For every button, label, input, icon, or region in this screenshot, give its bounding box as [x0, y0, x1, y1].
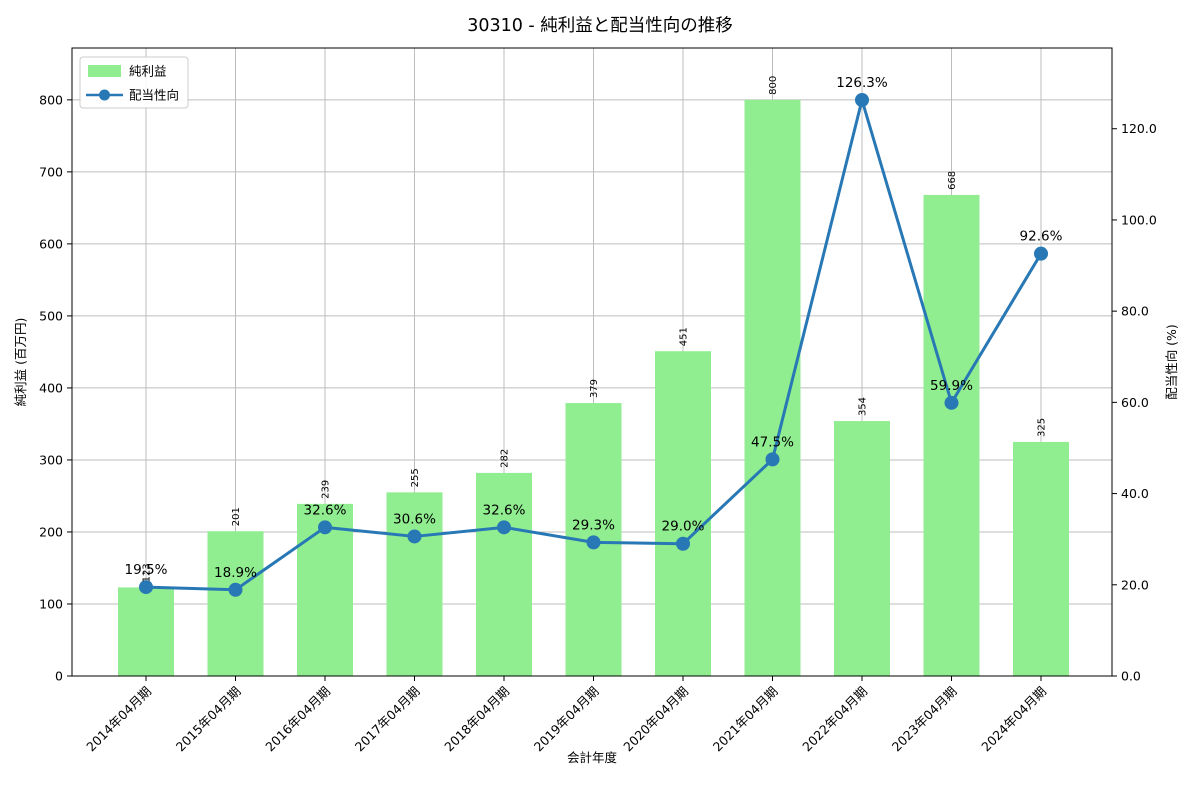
percent-label: 29.0%	[662, 519, 705, 535]
legend-label-line: 配当性向	[129, 88, 179, 103]
bar-value-label: 800	[768, 76, 779, 95]
bar-series	[118, 99, 1069, 677]
left-tick-label: 700	[39, 164, 63, 179]
data-point	[944, 395, 959, 410]
data-point	[139, 580, 153, 595]
bar	[207, 531, 264, 676]
data-labels: 123 201 239 255 282 379 451 800 354 668 325 19.5% 18…	[125, 75, 1063, 582]
bar	[476, 472, 532, 676]
percent-label: 18.9%	[214, 565, 257, 581]
data-point	[1034, 246, 1048, 261]
right-tick-label: 20.0	[1121, 577, 1149, 592]
right-tick-label: 120.0	[1121, 121, 1157, 136]
bar-value-label: 239	[321, 480, 332, 499]
y-axis-title-right: 配当性向 (%)	[1164, 324, 1179, 400]
x-tick-label: 2023年04月期	[889, 684, 960, 755]
percent-label: 126.3%	[836, 75, 888, 91]
percent-label: 29.3%	[572, 517, 615, 533]
bar	[118, 587, 174, 676]
x-tick-label: 2014年04月期	[83, 684, 154, 755]
legend-swatch-bar	[88, 65, 121, 77]
bar-value-label: 668	[947, 171, 958, 190]
bar	[655, 351, 711, 676]
left-tick-label: 500	[39, 308, 63, 323]
percent-label: 32.6%	[304, 502, 347, 518]
left-tick-label: 600	[39, 236, 63, 251]
x-tick-label: 2018年04月期	[441, 684, 512, 755]
bar-value-label: 201	[231, 507, 242, 526]
bar	[834, 421, 890, 676]
x-tick-label: 2015年04月期	[173, 684, 244, 755]
data-point	[228, 582, 243, 597]
left-tick-label: 200	[39, 524, 63, 539]
plot-border	[71, 47, 1113, 677]
percent-label: 92.6%	[1020, 229, 1063, 245]
x-tick-label: 2019年04月期	[531, 684, 602, 755]
percent-label: 30.6%	[393, 511, 436, 527]
bar	[386, 492, 443, 676]
x-tick-label: 2022年04月期	[799, 684, 870, 755]
right-tick-label: 0.0	[1121, 669, 1141, 684]
percent-label: 32.6%	[483, 502, 526, 518]
percent-label: 59.9%	[930, 378, 973, 394]
left-tick-label: 100	[39, 596, 63, 611]
bar-value-label: 379	[589, 379, 600, 398]
right-tick-label: 60.0	[1121, 395, 1149, 410]
x-tick-label: 2016年04月期	[262, 684, 333, 755]
right-tick-label: 100.0	[1121, 212, 1157, 227]
bar-value-label: 325	[1037, 418, 1048, 437]
right-tick-label: 80.0	[1121, 304, 1149, 319]
x-axis-title: 会計年度	[567, 750, 618, 765]
x-tick-label: 2017年04月期	[352, 684, 423, 755]
bar-value-label: 123	[142, 563, 153, 582]
bar-value-label: 282	[500, 449, 511, 468]
left-tick-label: 300	[39, 452, 63, 467]
bar	[1013, 441, 1069, 676]
bar	[744, 99, 801, 676]
data-point	[586, 535, 601, 550]
bar	[923, 194, 980, 677]
percent-label: 19.5%	[125, 562, 168, 578]
bar-value-label: 255	[410, 468, 421, 487]
left-tick-label: 800	[39, 92, 63, 107]
right-tick-label: 40.0	[1121, 486, 1149, 501]
left-tick-label: 0	[55, 669, 63, 684]
bar-value-label: 451	[679, 327, 690, 346]
data-point	[497, 520, 511, 535]
data-point	[318, 520, 332, 535]
line-series	[139, 92, 1048, 597]
legend-marker	[99, 89, 110, 101]
y-axis-title-left: 純利益 (百万円)	[13, 318, 28, 407]
x-tick-label: 2024年04月期	[978, 684, 1049, 755]
legend-label-bar: 純利益	[129, 64, 167, 79]
data-point	[407, 529, 422, 544]
data-point	[855, 92, 869, 107]
x-tick-label: 2021年04月期	[710, 684, 781, 755]
left-tick-label: 400	[39, 380, 63, 395]
data-point	[676, 536, 690, 551]
bar-value-label: 354	[858, 397, 869, 416]
x-tick-label: 2020年04月期	[620, 684, 691, 755]
chart-title: 30310 - 純利益と配当性向の推移	[467, 16, 733, 36]
percent-label: 47.5%	[751, 434, 794, 450]
data-point	[765, 452, 780, 467]
